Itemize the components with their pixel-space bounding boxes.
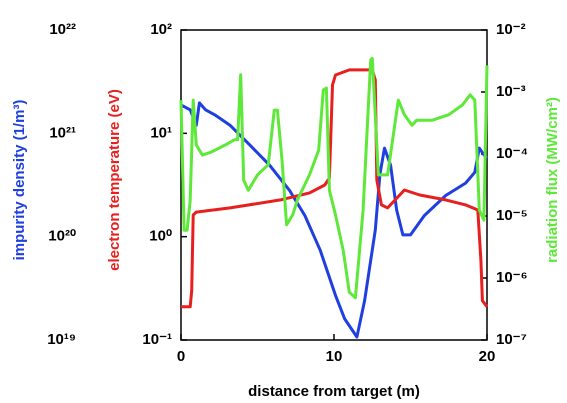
y-tick-label: 10⁰ [149, 228, 172, 245]
y-tick-label: 10⁻⁶ [496, 269, 528, 286]
x-tick-label: 20 [479, 348, 496, 365]
y-tick-label: 10⁻⁷ [496, 331, 527, 348]
y-tick-label: 10¹⁹ [47, 331, 76, 348]
y-axis-title: electron temperature (eV) [106, 89, 123, 271]
y-axis-title: impurity density (1/m³) [11, 100, 28, 261]
y-tick-label: 10²² [49, 21, 76, 38]
y-tick-label: 10⁻⁴ [496, 145, 528, 162]
y-tick-label: 10⁻² [496, 21, 526, 38]
data-line [181, 68, 489, 309]
x-axis-title: distance from target (m) [248, 383, 420, 400]
y-tick-label: 10² [150, 21, 172, 38]
x-tick-label: 10 [326, 348, 343, 365]
x-tick-label: 0 [177, 348, 185, 365]
y-tick-label: 10²⁰ [48, 228, 76, 245]
y-tick-label: 10⁻³ [496, 83, 526, 100]
y-tick-label: 10¹ [150, 124, 172, 141]
y-tick-label: 10²¹ [49, 124, 76, 141]
y-tick-label: 10⁻⁵ [496, 207, 528, 224]
data-line [180, 101, 489, 339]
y-axis-title: radiation flux (MW/cm²) [544, 97, 561, 263]
data-line [179, 56, 489, 300]
y-tick-label: 10⁻¹ [142, 331, 172, 348]
